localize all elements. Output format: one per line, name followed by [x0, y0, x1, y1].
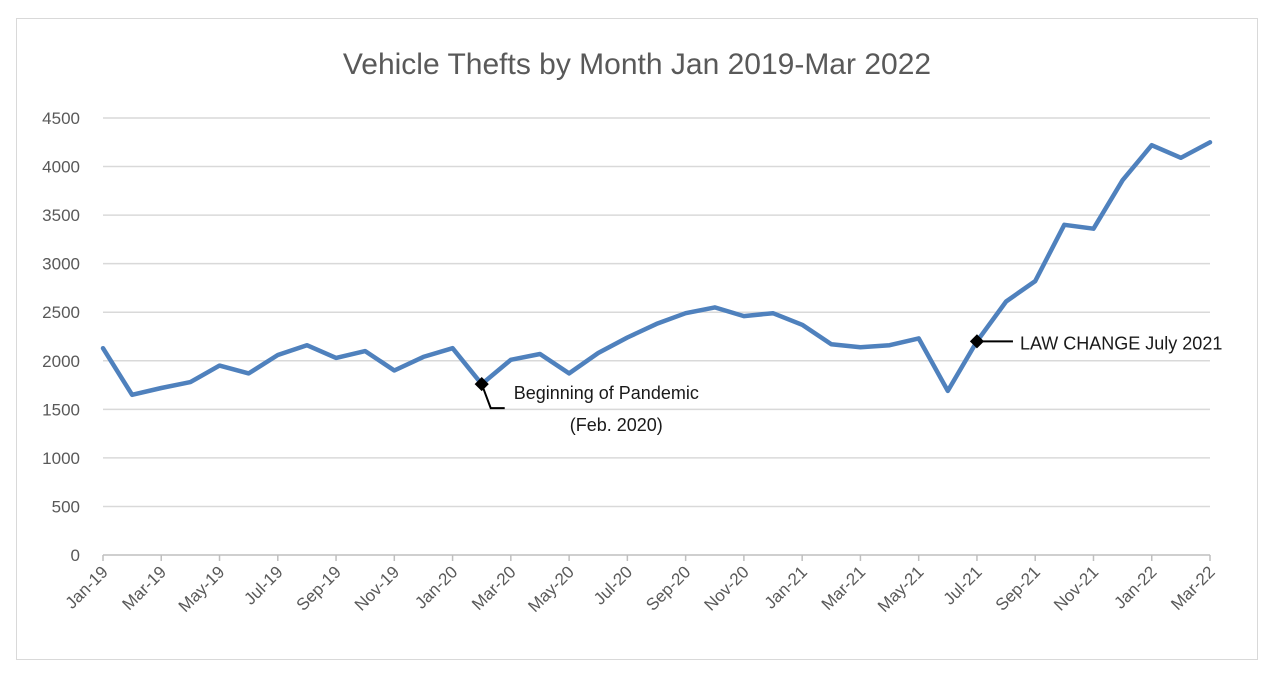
data-point [538, 352, 542, 356]
data-point [130, 393, 134, 397]
x-tick-label: May-19 [175, 562, 229, 616]
annotations: Beginning of Pandemic (Feb. 2020) LAW CHAN… [474, 333, 1222, 435]
y-tick-label: 3500 [42, 206, 80, 225]
data-point [509, 358, 513, 362]
data-point [276, 353, 280, 357]
y-tick-label: 1500 [42, 400, 80, 419]
x-tick-label: Sep-20 [642, 562, 694, 614]
x-tick-label: Jan-20 [411, 562, 461, 612]
x-tick-label: Jul-19 [240, 562, 286, 608]
x-tick-label: Mar-21 [818, 562, 870, 614]
x-tick-label: Nov-19 [351, 562, 403, 614]
data-point [596, 351, 600, 355]
data-point [946, 389, 950, 393]
data-point [713, 305, 717, 309]
data-point [800, 323, 804, 327]
x-tick-label: Sep-21 [992, 562, 1044, 614]
data-point [363, 349, 367, 353]
x-tick-label: May-21 [874, 562, 928, 616]
y-tick-label: 2500 [42, 303, 80, 322]
data-point [1062, 223, 1066, 227]
data-point [742, 314, 746, 318]
data-point [1208, 140, 1212, 144]
data-point [1091, 227, 1095, 231]
data-point [334, 356, 338, 360]
data-point [887, 343, 891, 347]
y-tick-label: 0 [71, 546, 80, 565]
data-point [159, 386, 163, 390]
data-point [1004, 299, 1008, 303]
chart-frame [16, 18, 1258, 660]
y-tick-label: 1000 [42, 449, 80, 468]
data-point [101, 346, 105, 350]
data-point [392, 368, 396, 372]
data-point [771, 311, 775, 315]
x-tick-label: Mar-22 [1167, 562, 1219, 614]
data-point [246, 371, 250, 375]
data-point [625, 335, 629, 339]
y-axis-tick-labels: 0 500 1000 1500 2000 2500 3000 3500 4000 4500 [42, 109, 80, 565]
data-point [1033, 279, 1037, 283]
x-tick-label: Jul-21 [940, 562, 986, 608]
data-point [567, 371, 571, 375]
x-tick-label: Jul-20 [590, 562, 636, 608]
data-point [1179, 156, 1183, 160]
annotation-label: LAW CHANGE July 2021 [1020, 333, 1222, 353]
x-tick-label: May-20 [524, 562, 578, 616]
data-point [858, 345, 862, 349]
x-tick-label: Mar-20 [468, 562, 520, 614]
x-tick-label: Mar-19 [119, 562, 171, 614]
x-tick-label: Sep-19 [293, 562, 345, 614]
data-point [829, 342, 833, 346]
annotation-label: Beginning of Pandemic [514, 383, 699, 403]
y-tick-label: 2000 [42, 352, 80, 371]
x-tick-label: Jan-21 [761, 562, 811, 612]
chart-title: Vehicle Thefts by Month Jan 2019-Mar 202… [343, 48, 931, 81]
series-line [100, 140, 1213, 398]
y-tick-label: 3000 [42, 255, 80, 274]
data-point [188, 380, 192, 384]
x-tick-label: Jan-19 [62, 562, 112, 612]
data-point [654, 322, 658, 326]
gridlines [103, 117, 1210, 508]
data-point [1120, 178, 1124, 182]
annotation-leader [480, 383, 505, 410]
data-point [450, 346, 454, 350]
data-point [916, 336, 920, 340]
x-tick-label: Nov-21 [1050, 562, 1102, 614]
y-tick-label: 500 [52, 497, 80, 516]
data-point [683, 311, 687, 315]
data-point [305, 343, 309, 347]
x-axis-tick-labels: Jan-19 Mar-19 May-19 Jul-19 Sep-19 Nov-19 Jan-… [62, 562, 1219, 616]
data-point [421, 355, 425, 359]
data-point [217, 363, 221, 367]
x-axis [102, 554, 1211, 561]
y-tick-label: 4500 [42, 109, 80, 128]
series-group [100, 140, 1213, 398]
x-tick-label: Jan-22 [1110, 562, 1160, 612]
x-tick-label: Nov-20 [701, 562, 753, 614]
data-point [1150, 143, 1154, 147]
annotation-label: (Feb. 2020) [570, 415, 663, 435]
y-tick-label: 4000 [42, 158, 80, 177]
